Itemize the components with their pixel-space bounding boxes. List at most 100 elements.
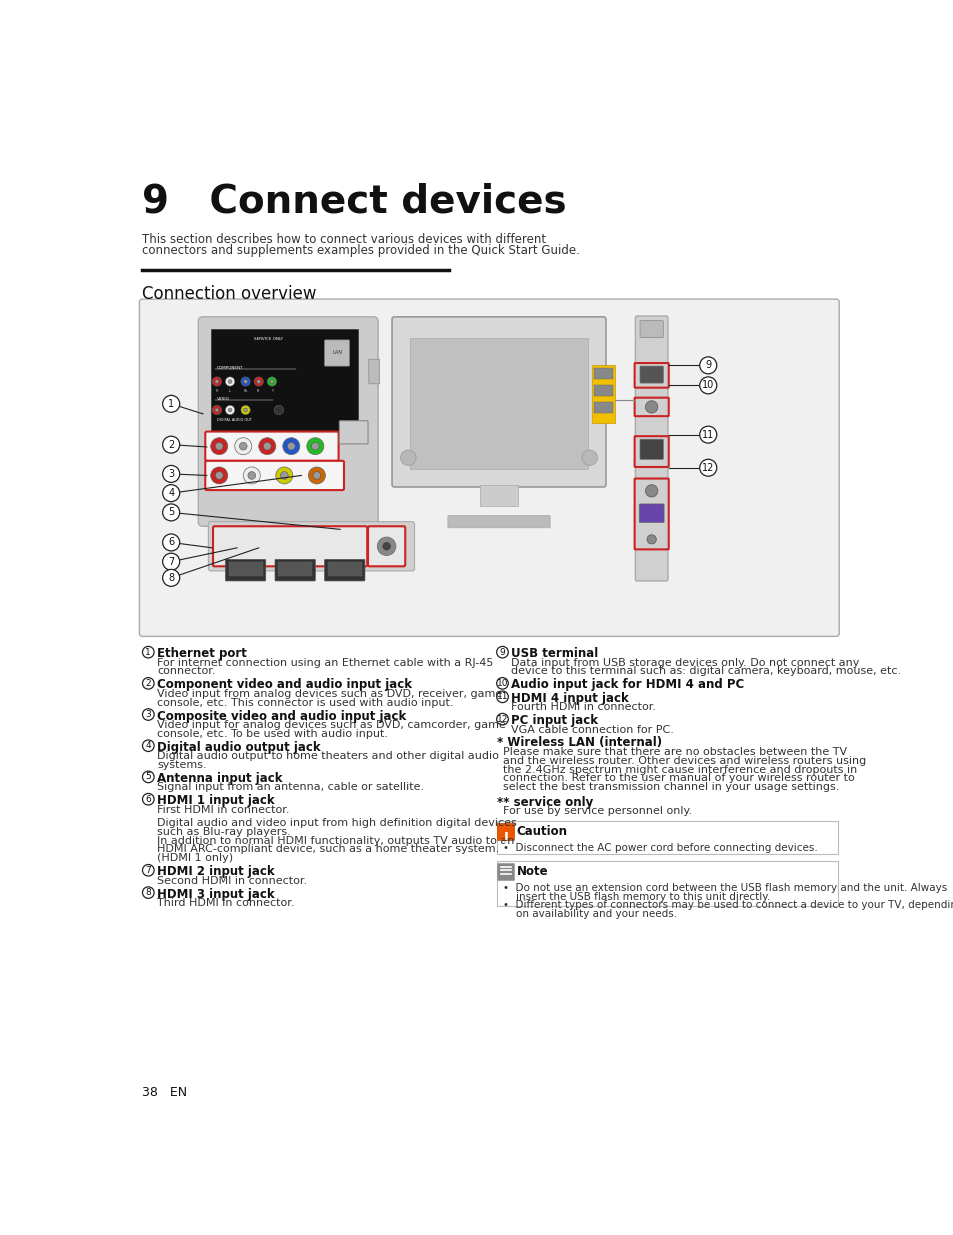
Circle shape [308,467,325,484]
Text: 38   EN: 38 EN [142,1086,188,1099]
Text: Video input for analog devices such as DVD, camcorder, game: Video input for analog devices such as D… [157,720,506,730]
Circle shape [142,864,154,876]
Circle shape [212,377,221,387]
Text: HDMI 1 input jack: HDMI 1 input jack [157,794,274,808]
Circle shape [275,467,293,484]
Circle shape [267,377,276,387]
FancyBboxPatch shape [639,321,662,337]
Circle shape [228,408,232,412]
FancyBboxPatch shape [497,861,837,906]
Text: 11: 11 [701,430,714,440]
Text: USB terminal: USB terminal [511,647,598,661]
Circle shape [382,542,390,550]
Circle shape [214,408,218,412]
Text: Digital audio and video input from high definition digital devices: Digital audio and video input from high … [157,818,517,827]
Circle shape [645,401,658,412]
Bar [594,368,612,379]
FancyBboxPatch shape [634,398,668,416]
Text: Y: Y [271,389,273,393]
Text: Caution: Caution [517,825,567,839]
Circle shape [256,379,260,383]
Circle shape [162,466,179,483]
Circle shape [142,740,154,751]
Text: Signal input from an antenna, cable or satellite.: Signal input from an antenna, cable or s… [157,782,424,793]
Text: 5: 5 [145,772,151,782]
Circle shape [142,678,154,689]
FancyBboxPatch shape [634,436,668,467]
FancyBboxPatch shape [635,316,667,580]
Text: ** service only: ** service only [497,795,593,809]
FancyBboxPatch shape [639,440,662,459]
Circle shape [241,377,250,387]
Circle shape [162,569,179,587]
Text: VGA cable connection for PC.: VGA cable connection for PC. [511,725,674,735]
Circle shape [581,450,597,466]
Circle shape [645,484,658,496]
Text: Please make sure that there are no obstacles between the TV: Please make sure that there are no obsta… [502,747,846,757]
Text: 2: 2 [146,679,151,688]
Circle shape [142,646,154,658]
Text: 1: 1 [145,647,151,657]
Text: * Wireless LAN (internal): * Wireless LAN (internal) [497,736,661,750]
Circle shape [215,472,223,479]
Circle shape [211,437,228,454]
Circle shape [241,405,250,415]
Text: 6: 6 [168,537,174,547]
Text: Second HDMI in connector.: Second HDMI in connector. [157,876,307,885]
Text: Note: Note [517,864,548,878]
Text: and the wireless router. Other devices and wireless routers using: and the wireless router. Other devices a… [502,756,865,766]
Text: 6: 6 [145,795,151,804]
Text: HDMI 4 input jack: HDMI 4 input jack [511,692,628,705]
Bar [594,385,612,396]
Circle shape [699,459,716,477]
Circle shape [646,535,656,543]
Circle shape [258,437,275,454]
Text: 9: 9 [704,361,711,370]
Text: Component video and audio input jack: Component video and audio input jack [157,678,412,692]
Circle shape [162,504,179,521]
Text: 9: 9 [499,647,505,657]
Text: console, etc. To be used with audio input.: console, etc. To be used with audio inpu… [157,729,388,739]
FancyBboxPatch shape [139,299,839,636]
Text: 7: 7 [145,866,151,874]
Bar [229,562,262,577]
FancyBboxPatch shape [324,340,349,366]
Text: such as Blu-ray players.: such as Blu-ray players. [157,826,291,837]
Circle shape [497,714,508,725]
FancyBboxPatch shape [497,824,514,841]
Text: (HDMI 1 only): (HDMI 1 only) [157,853,233,863]
Circle shape [497,646,508,658]
Circle shape [162,395,179,412]
Bar [211,330,357,433]
Text: Data input from USB storage devices only. Do not connect any: Data input from USB storage devices only… [511,657,859,668]
Circle shape [377,537,395,556]
Text: 5: 5 [168,508,174,517]
Text: In addition to normal HDMI functionality, outputs TV audio to an: In addition to normal HDMI functionality… [157,836,514,846]
FancyBboxPatch shape [198,317,377,526]
Text: Antenna input jack: Antenna input jack [157,772,282,785]
Bar [328,562,361,577]
Text: connection. Refer to the user manual of your wireless router to: connection. Refer to the user manual of … [502,773,854,783]
Text: HDMI ARC-compliant device, such as a home theater system.: HDMI ARC-compliant device, such as a hom… [157,845,499,855]
Text: 1: 1 [168,399,174,409]
Text: •  Do not use an extension cord between the USB flash memory and the unit. Alway: • Do not use an extension cord between t… [502,883,946,893]
Text: console, etc. This connector is used with audio input.: console, etc. This connector is used wit… [157,698,454,708]
Text: systems.: systems. [157,760,207,769]
Text: Fourth HDMI in connector.: Fourth HDMI in connector. [511,703,656,713]
Text: 2: 2 [168,440,174,450]
Text: Digital audio output to home theaters and other digital audio: Digital audio output to home theaters an… [157,751,498,761]
Circle shape [282,437,299,454]
FancyBboxPatch shape [213,526,367,567]
Text: •  Different types of connectors may be used to connect a device to your TV, dep: • Different types of connectors may be u… [502,900,953,910]
Circle shape [162,484,179,501]
Circle shape [253,377,263,387]
FancyBboxPatch shape [639,366,662,383]
Text: HDMI 3 input jack: HDMI 3 input jack [157,888,274,900]
Circle shape [280,472,288,479]
Bar [592,366,615,424]
Circle shape [225,405,234,415]
Text: 4: 4 [168,488,174,498]
FancyBboxPatch shape [205,431,338,461]
Circle shape [228,379,232,383]
Text: Pb: Pb [243,389,248,393]
